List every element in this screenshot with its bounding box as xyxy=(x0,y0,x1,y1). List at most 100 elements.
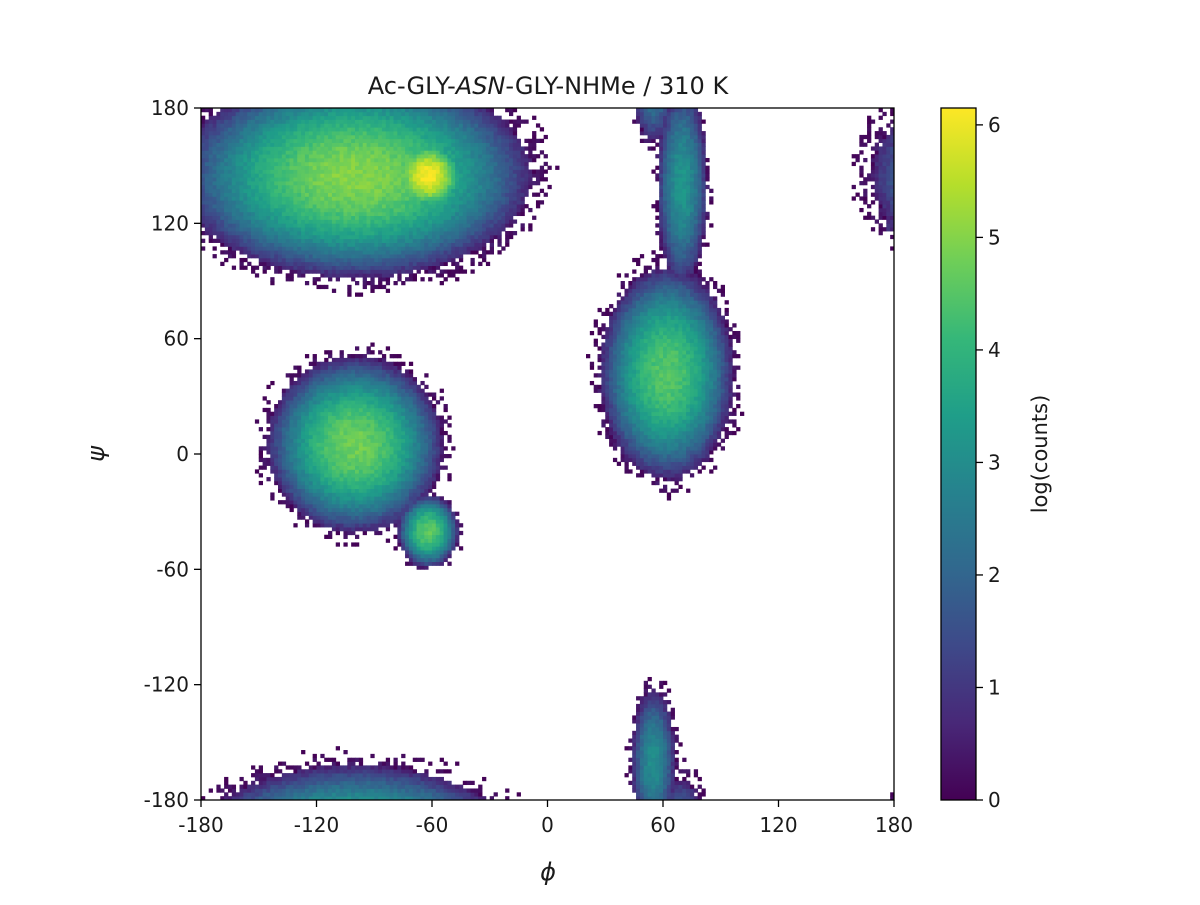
heatmap-cell xyxy=(301,457,306,463)
heatmap-cell xyxy=(324,350,329,355)
heatmap-cell xyxy=(385,361,391,366)
heatmap-cell xyxy=(335,138,340,143)
heatmap-cell xyxy=(281,773,287,778)
heatmap-cell xyxy=(374,165,379,170)
heatmap-cell xyxy=(420,527,425,532)
heatmap-cell xyxy=(381,134,387,140)
heatmap-cell xyxy=(412,146,417,151)
heatmap-cell xyxy=(216,173,221,178)
heatmap-cell xyxy=(278,450,283,455)
heatmap-cell xyxy=(424,503,429,509)
heatmap-cell xyxy=(408,442,414,447)
heatmap-cell xyxy=(320,496,325,501)
heatmap-cell xyxy=(293,184,298,190)
heatmap-cell xyxy=(381,184,387,190)
heatmap-cell xyxy=(405,269,410,274)
heatmap-cell xyxy=(278,423,283,428)
heatmap-cell xyxy=(428,465,433,470)
heatmap-cell xyxy=(227,138,233,143)
heatmap-cell xyxy=(312,181,317,186)
heatmap-cell xyxy=(304,519,310,524)
heatmap-cell xyxy=(381,173,387,178)
heatmap-cell xyxy=(304,223,310,228)
heatmap-cell xyxy=(278,231,283,236)
heatmap-cell xyxy=(405,177,410,182)
heatmap-cell xyxy=(339,265,344,270)
heatmap-cell xyxy=(397,257,402,263)
heatmap-cell xyxy=(285,184,290,190)
heatmap-cell xyxy=(278,457,283,463)
heatmap-cell xyxy=(374,134,379,140)
heatmap-cell xyxy=(378,204,383,209)
heatmap-cell xyxy=(424,184,429,190)
heatmap-cell xyxy=(405,538,410,543)
heatmap-cell xyxy=(247,188,252,193)
heatmap-cell xyxy=(278,442,283,447)
heatmap-cell xyxy=(212,207,217,213)
heatmap-cell xyxy=(401,404,406,409)
heatmap-cell xyxy=(320,450,325,455)
heatmap-cell xyxy=(301,257,306,263)
heatmap-cell xyxy=(274,150,279,155)
heatmap-cell xyxy=(385,157,391,163)
heatmap-cell xyxy=(266,184,271,190)
heatmap-cell xyxy=(304,792,310,797)
heatmap-cell xyxy=(339,496,344,501)
heatmap-cell xyxy=(416,565,421,570)
heatmap-cell xyxy=(301,776,306,782)
heatmap-cell xyxy=(304,776,310,782)
heatmap-cell xyxy=(278,446,283,451)
heatmap-cell xyxy=(393,404,398,409)
heatmap-cell xyxy=(281,265,287,270)
heatmap-cell xyxy=(374,231,379,236)
heatmap-cell xyxy=(266,215,271,220)
heatmap-cell xyxy=(428,484,433,489)
heatmap-cell xyxy=(227,181,233,186)
heatmap-cell xyxy=(316,511,321,516)
heatmap-cell xyxy=(331,503,337,509)
heatmap-cell xyxy=(316,227,321,232)
heatmap-cell xyxy=(405,769,410,774)
heatmap-cell xyxy=(355,111,360,117)
heatmap-cell xyxy=(397,523,402,528)
heatmap-cell xyxy=(293,108,298,113)
heatmap-cell xyxy=(378,488,383,493)
heatmap-cell xyxy=(220,207,225,213)
heatmap-cell xyxy=(370,254,375,259)
heatmap-cell xyxy=(358,473,364,478)
heatmap-cell xyxy=(366,411,371,416)
heatmap-cell xyxy=(304,388,310,393)
heatmap-cell xyxy=(231,150,237,155)
heatmap-cell xyxy=(393,442,398,447)
heatmap-cell xyxy=(401,373,406,378)
heatmap-cell xyxy=(393,365,398,370)
heatmap-cell xyxy=(227,134,233,140)
heatmap-cell xyxy=(435,534,441,539)
heatmap-cell xyxy=(308,373,314,378)
heatmap-cell xyxy=(312,776,317,782)
heatmap-cell xyxy=(385,200,391,205)
heatmap-cell xyxy=(301,250,306,255)
heatmap-cell xyxy=(285,227,290,232)
heatmap-cell xyxy=(254,784,260,789)
heatmap-cell xyxy=(416,523,421,528)
heatmap-cell xyxy=(347,507,352,513)
heatmap-cell xyxy=(428,423,433,428)
heatmap-cell xyxy=(351,404,356,409)
heatmap-cell xyxy=(274,261,279,267)
heatmap-cell xyxy=(351,519,356,524)
heatmap-cell xyxy=(435,553,441,559)
heatmap-cell xyxy=(405,261,410,267)
heatmap-cell xyxy=(405,400,410,405)
heatmap-cell xyxy=(339,196,344,201)
heatmap-cell xyxy=(355,223,360,228)
heatmap-cell xyxy=(258,115,263,120)
heatmap-cell xyxy=(235,223,240,228)
heatmap-cell xyxy=(412,273,417,278)
heatmap-cell xyxy=(416,254,421,259)
heatmap-cell xyxy=(324,150,329,155)
heatmap-cell xyxy=(420,780,425,786)
heatmap-cell xyxy=(370,257,375,263)
heatmap-cell xyxy=(316,115,321,120)
heatmap-cell xyxy=(343,446,348,451)
